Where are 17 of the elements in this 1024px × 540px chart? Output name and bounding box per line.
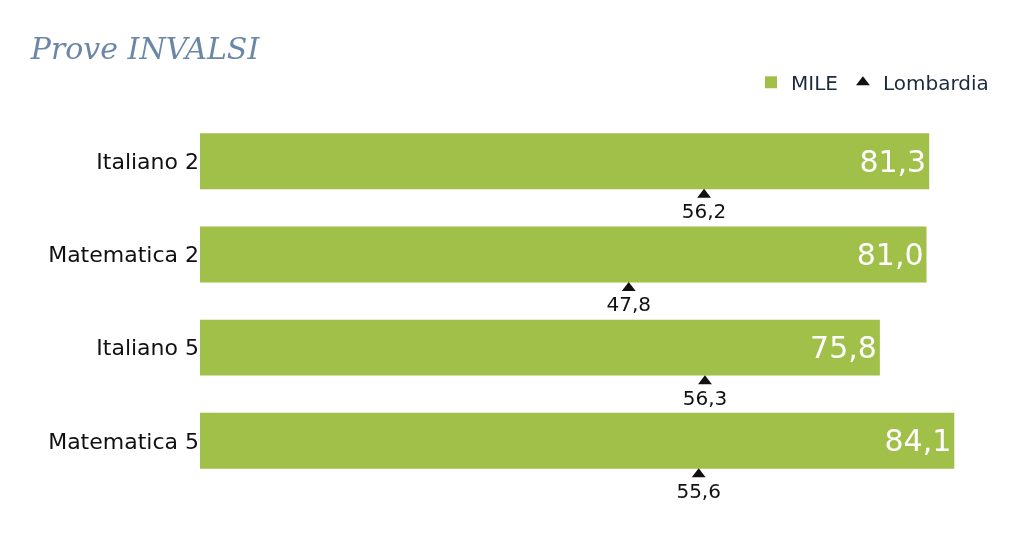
legend-label: Lombardia	[882, 71, 989, 96]
y-tick-label: Matematica 2	[48, 242, 199, 268]
data-label: 55,6	[676, 478, 721, 503]
legend-label: MILE	[791, 71, 838, 96]
point	[697, 188, 711, 198]
data-label: 81,3	[859, 143, 927, 179]
y-tick-label: Italiano 5	[96, 335, 199, 361]
data-label: 56,3	[682, 385, 728, 410]
chart-title: Prove INVALSI	[29, 30, 261, 66]
data-label: 84,1	[884, 423, 952, 459]
data-label: 47,8	[606, 292, 651, 317]
data-label: 75,8	[810, 330, 877, 366]
y-tick-label: Italiano 2	[96, 148, 199, 174]
point	[698, 375, 712, 385]
data-label: 56,2	[681, 199, 727, 224]
data-label: 81,0	[856, 236, 924, 272]
y-tick-label: Matematica 5	[48, 428, 199, 454]
